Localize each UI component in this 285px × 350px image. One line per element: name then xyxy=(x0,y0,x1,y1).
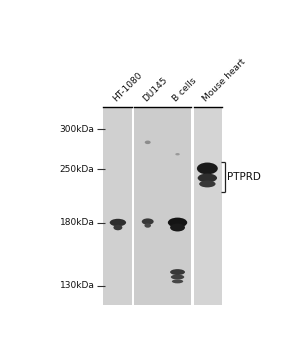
Ellipse shape xyxy=(113,225,122,230)
Text: 130kDa: 130kDa xyxy=(60,281,94,290)
Ellipse shape xyxy=(197,162,218,174)
Text: Mouse heart: Mouse heart xyxy=(201,57,247,104)
Ellipse shape xyxy=(172,279,183,284)
Ellipse shape xyxy=(171,274,184,280)
Ellipse shape xyxy=(145,141,151,144)
Text: 180kDa: 180kDa xyxy=(60,218,94,227)
Ellipse shape xyxy=(199,181,215,187)
Ellipse shape xyxy=(198,174,217,182)
Ellipse shape xyxy=(142,218,154,225)
Text: B cells: B cells xyxy=(171,76,198,104)
Text: PTPRD: PTPRD xyxy=(227,172,261,182)
Bar xyxy=(194,107,222,305)
Bar xyxy=(134,107,191,305)
Text: HT-1080: HT-1080 xyxy=(111,71,144,104)
Ellipse shape xyxy=(144,223,151,228)
Ellipse shape xyxy=(110,219,126,226)
Text: 300kDa: 300kDa xyxy=(60,125,94,134)
Ellipse shape xyxy=(168,218,187,228)
Text: 250kDa: 250kDa xyxy=(60,164,94,174)
Ellipse shape xyxy=(175,153,180,155)
Bar xyxy=(103,107,132,305)
Ellipse shape xyxy=(170,224,185,231)
Text: DU145: DU145 xyxy=(141,76,169,104)
Ellipse shape xyxy=(170,269,185,275)
